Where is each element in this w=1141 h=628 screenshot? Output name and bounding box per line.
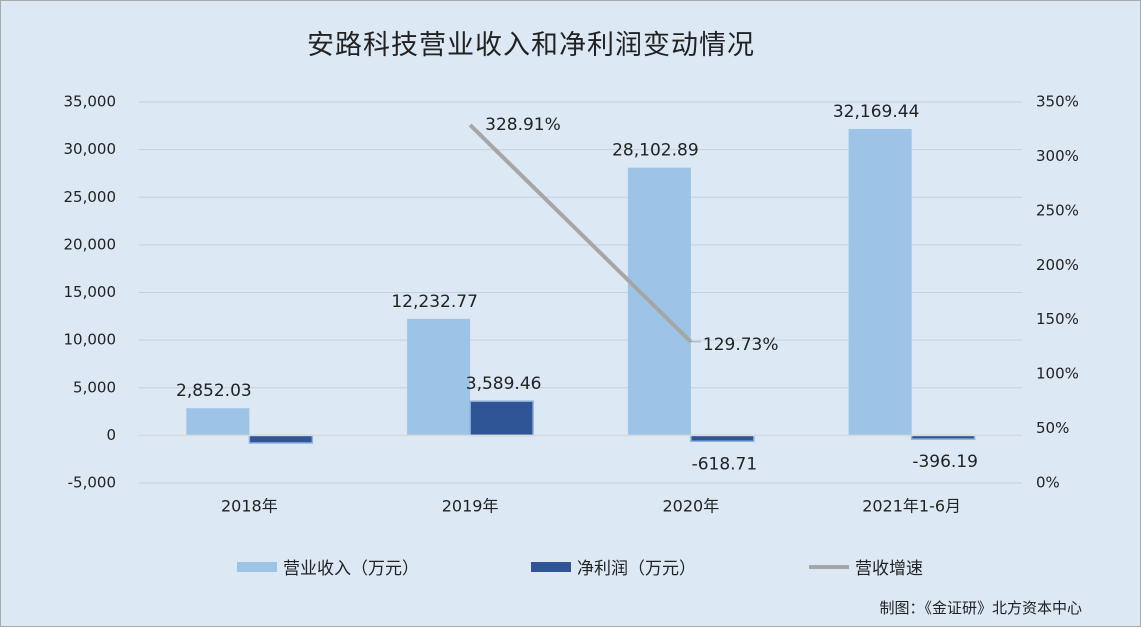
legend-item-net-profit: 净利润（万元） bbox=[531, 554, 696, 579]
y-left-tick-label: 10,000 bbox=[64, 331, 117, 349]
bar-net-profit bbox=[248, 434, 314, 444]
bar-revenue bbox=[407, 318, 471, 436]
source-note: 制图：《金证研》北方资本中心 bbox=[879, 599, 1082, 617]
y-right-tick-label: 0% bbox=[1036, 474, 1060, 492]
y-left-tick-label: 15,000 bbox=[64, 283, 117, 301]
y-right-tick-label: 250% bbox=[1036, 201, 1079, 219]
legend-swatch-revenue bbox=[237, 561, 277, 572]
data-label-revenue: 2,852.03 bbox=[176, 381, 252, 401]
y-left-tick-label: 20,000 bbox=[64, 235, 117, 253]
data-label-net-profit: -618.71 bbox=[692, 454, 758, 474]
y-left-tick-label: 0 bbox=[106, 426, 116, 444]
data-label-growth: 328.91% bbox=[485, 115, 561, 135]
legend-swatch-net-profit bbox=[531, 561, 571, 572]
y-left-tick-label: 35,000 bbox=[64, 93, 117, 111]
y-right-tick-label: 50% bbox=[1036, 419, 1069, 437]
y-right-tick-label: 100% bbox=[1036, 365, 1079, 383]
bar-net-profit bbox=[690, 434, 755, 443]
legend-label-net-profit: 净利润（万元） bbox=[577, 559, 696, 579]
x-category-label: 2021年1-6月 bbox=[862, 497, 961, 516]
data-label-growth: 129.73% bbox=[703, 335, 779, 355]
chart-title: 安路科技营业收入和净利润变动情况 bbox=[307, 30, 755, 61]
line-growth-rate bbox=[468, 123, 693, 344]
legend: 营业收入（万元） 净利润（万元） 营收增速 bbox=[1, 554, 1141, 579]
legend-label-revenue: 营业收入（万元） bbox=[283, 559, 419, 579]
y-left-tick-label: 30,000 bbox=[64, 140, 117, 158]
bar-revenue bbox=[186, 408, 250, 436]
y-right-tick-label: 350% bbox=[1036, 93, 1079, 111]
data-label-revenue: 32,169.44 bbox=[833, 102, 920, 122]
y-right-tick-label: 300% bbox=[1036, 147, 1079, 165]
data-label-revenue: 28,102.89 bbox=[612, 141, 699, 161]
bar-net-profit bbox=[469, 400, 534, 437]
x-category-label: 2019年 bbox=[442, 497, 499, 516]
bar-revenue bbox=[848, 128, 912, 436]
bar-revenue bbox=[627, 167, 691, 436]
legend-item-revenue: 营业收入（万元） bbox=[237, 554, 419, 579]
x-category-label: 2018年 bbox=[221, 497, 278, 516]
y-right-tick-label: 150% bbox=[1036, 310, 1079, 328]
y-left-tick-label: 5,000 bbox=[73, 378, 116, 396]
data-label-revenue: 12,232.77 bbox=[391, 292, 478, 312]
x-category-label: 2020年 bbox=[663, 497, 720, 516]
legend-label-growth: 营收增速 bbox=[855, 559, 923, 579]
legend-item-growth: 营收增速 bbox=[809, 554, 923, 579]
data-label-net-profit: 3,589.46 bbox=[466, 374, 542, 394]
legend-swatch-growth bbox=[809, 564, 849, 569]
data-label-net-profit: -396.19 bbox=[912, 452, 978, 472]
y-right-tick-label: 200% bbox=[1036, 256, 1079, 274]
y-left-tick-label: 25,000 bbox=[64, 188, 117, 206]
y-left-tick-label: -5,000 bbox=[68, 474, 116, 492]
